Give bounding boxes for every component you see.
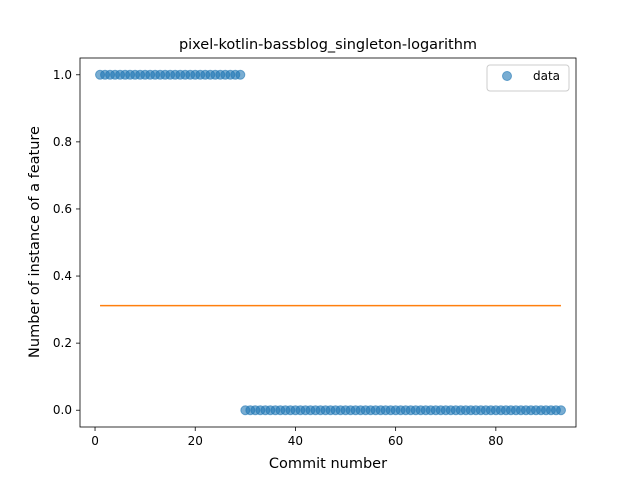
- x-axis: 0 20 40 60 80: [91, 427, 503, 448]
- y-tick-label: 0.0: [53, 403, 72, 417]
- y-tick-label: 0.8: [53, 135, 72, 149]
- y-tick-label: 0.2: [53, 336, 72, 350]
- y-tick-label: 0.4: [53, 269, 72, 283]
- data-point: [235, 69, 246, 80]
- x-tick-label: 60: [388, 434, 403, 448]
- y-tick-label: 1.0: [53, 68, 72, 82]
- legend-entry-data: data: [533, 69, 560, 83]
- data-marks: [95, 69, 566, 416]
- legend-marker: [502, 71, 512, 81]
- legend: data: [486, 64, 570, 92]
- x-tick-label: 40: [288, 434, 303, 448]
- y-axis: 0.0 0.2 0.4 0.6 0.8 1.0: [53, 68, 80, 417]
- y-axis-label: Number of instance of a feature: [27, 126, 43, 358]
- plot-area: [79, 57, 577, 428]
- plot-background: [80, 58, 576, 427]
- data-point: [555, 405, 566, 416]
- x-tick-label: 20: [188, 434, 203, 448]
- chart-title: pixel-kotlin-bassblog_singleton-logarith…: [179, 37, 477, 53]
- y-tick-label: 0.6: [53, 202, 72, 216]
- plot-border: [79, 57, 577, 428]
- x-axis-label: Commit number: [269, 456, 387, 472]
- x-tick-label: 0: [91, 434, 99, 448]
- x-tick-label: 80: [488, 434, 503, 448]
